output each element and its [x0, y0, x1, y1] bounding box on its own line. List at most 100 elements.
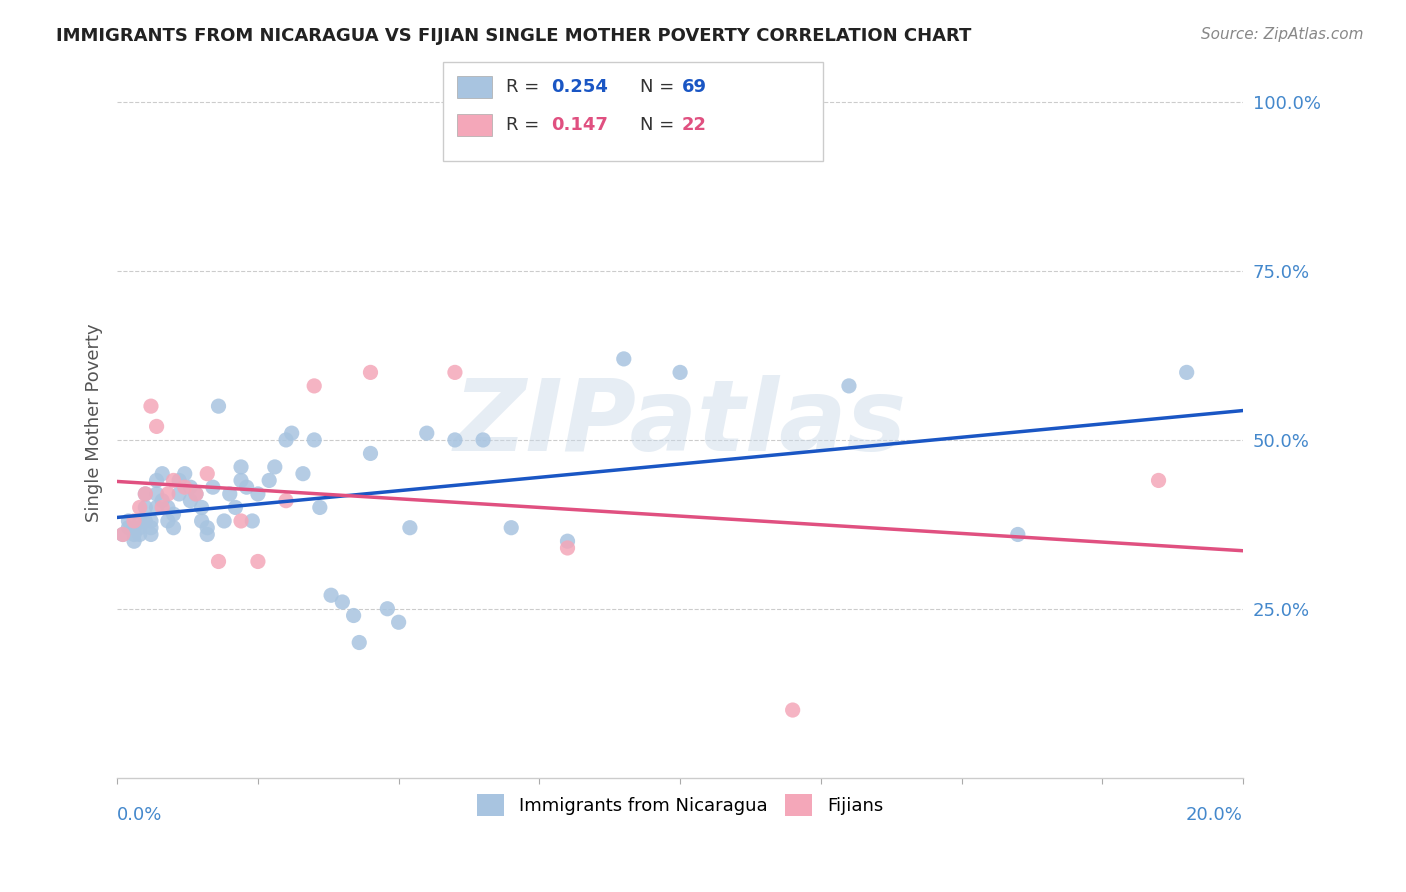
Immigrants from Nicaragua	[302, 433, 325, 447]
Immigrants from Nicaragua	[342, 608, 364, 623]
Immigrants from Nicaragua	[257, 474, 280, 488]
Immigrants from Nicaragua	[184, 487, 207, 501]
Text: IMMIGRANTS FROM NICARAGUA VS FIJIAN SINGLE MOTHER POVERTY CORRELATION CHART: IMMIGRANTS FROM NICARAGUA VS FIJIAN SING…	[56, 27, 972, 45]
Fijians	[207, 554, 229, 568]
Immigrants from Nicaragua	[291, 467, 314, 481]
Immigrants from Nicaragua	[444, 433, 467, 447]
Fijians	[302, 379, 325, 393]
Immigrants from Nicaragua	[150, 467, 173, 481]
Immigrants from Nicaragua	[263, 459, 285, 474]
Fijians	[150, 500, 173, 515]
Fijians	[1147, 474, 1170, 488]
Immigrants from Nicaragua	[399, 521, 422, 535]
Immigrants from Nicaragua	[501, 521, 523, 535]
Text: 0.254: 0.254	[551, 78, 607, 95]
Immigrants from Nicaragua	[173, 467, 195, 481]
Text: 69: 69	[682, 78, 707, 95]
Fijians	[162, 474, 184, 488]
Fijians	[444, 365, 467, 379]
Text: N =: N =	[640, 78, 679, 95]
Immigrants from Nicaragua	[377, 601, 399, 615]
Immigrants from Nicaragua	[229, 459, 252, 474]
Immigrants from Nicaragua	[195, 521, 218, 535]
Y-axis label: Single Mother Poverty: Single Mother Poverty	[86, 324, 103, 523]
Immigrants from Nicaragua	[246, 487, 269, 501]
Immigrants from Nicaragua	[122, 534, 145, 549]
Immigrants from Nicaragua	[156, 500, 179, 515]
Immigrants from Nicaragua	[134, 500, 156, 515]
Text: Source: ZipAtlas.com: Source: ZipAtlas.com	[1201, 27, 1364, 42]
Fijians	[139, 399, 162, 413]
Immigrants from Nicaragua	[240, 514, 263, 528]
Fijians	[195, 467, 218, 481]
Text: R =: R =	[506, 116, 546, 134]
Immigrants from Nicaragua	[179, 493, 201, 508]
Immigrants from Nicaragua	[117, 521, 139, 535]
Immigrants from Nicaragua	[167, 474, 190, 488]
Text: 20.0%: 20.0%	[1187, 806, 1243, 824]
Text: 22: 22	[682, 116, 707, 134]
Fijians	[274, 493, 297, 508]
Immigrants from Nicaragua	[145, 500, 167, 515]
Immigrants from Nicaragua	[195, 527, 218, 541]
Fijians	[557, 541, 579, 555]
Immigrants from Nicaragua	[274, 433, 297, 447]
Fijians	[145, 419, 167, 434]
Immigrants from Nicaragua	[838, 379, 860, 393]
Immigrants from Nicaragua	[111, 527, 134, 541]
Immigrants from Nicaragua	[134, 487, 156, 501]
Immigrants from Nicaragua	[150, 493, 173, 508]
Immigrants from Nicaragua	[128, 521, 150, 535]
Immigrants from Nicaragua	[201, 480, 224, 494]
Fijians	[229, 514, 252, 528]
Immigrants from Nicaragua	[1007, 527, 1029, 541]
Fijians	[134, 487, 156, 501]
Immigrants from Nicaragua	[167, 487, 190, 501]
Immigrants from Nicaragua	[117, 514, 139, 528]
Immigrants from Nicaragua	[557, 534, 579, 549]
Text: R =: R =	[506, 78, 546, 95]
Immigrants from Nicaragua	[308, 500, 330, 515]
Immigrants from Nicaragua	[416, 426, 439, 441]
Immigrants from Nicaragua	[669, 365, 692, 379]
Immigrants from Nicaragua	[330, 595, 353, 609]
Fijians	[128, 500, 150, 515]
Text: 0.0%: 0.0%	[117, 806, 163, 824]
Immigrants from Nicaragua	[162, 521, 184, 535]
Immigrants from Nicaragua	[613, 351, 636, 366]
Immigrants from Nicaragua	[224, 500, 246, 515]
Immigrants from Nicaragua	[360, 446, 382, 460]
Immigrants from Nicaragua	[145, 487, 167, 501]
Fijians	[122, 514, 145, 528]
Immigrants from Nicaragua	[472, 433, 495, 447]
Immigrants from Nicaragua	[190, 514, 212, 528]
Immigrants from Nicaragua	[139, 521, 162, 535]
Fijians	[156, 487, 179, 501]
Text: N =: N =	[640, 116, 679, 134]
Immigrants from Nicaragua	[349, 635, 371, 649]
Fijians	[173, 480, 195, 494]
Immigrants from Nicaragua	[156, 514, 179, 528]
Text: ZIPatlas: ZIPatlas	[454, 375, 907, 472]
Immigrants from Nicaragua	[162, 507, 184, 521]
Immigrants from Nicaragua	[207, 399, 229, 413]
Immigrants from Nicaragua	[229, 474, 252, 488]
Immigrants from Nicaragua	[145, 474, 167, 488]
Fijians	[782, 703, 804, 717]
Immigrants from Nicaragua	[134, 514, 156, 528]
Immigrants from Nicaragua	[128, 514, 150, 528]
Immigrants from Nicaragua	[280, 426, 302, 441]
Fijians	[111, 527, 134, 541]
Text: 0.147: 0.147	[551, 116, 607, 134]
Immigrants from Nicaragua	[388, 615, 411, 630]
Immigrants from Nicaragua	[212, 514, 235, 528]
Immigrants from Nicaragua	[319, 588, 342, 602]
Immigrants from Nicaragua	[128, 527, 150, 541]
Immigrants from Nicaragua	[218, 487, 240, 501]
Legend: Immigrants from Nicaragua, Fijians: Immigrants from Nicaragua, Fijians	[468, 785, 891, 825]
Immigrants from Nicaragua	[235, 480, 257, 494]
Immigrants from Nicaragua	[139, 527, 162, 541]
Immigrants from Nicaragua	[139, 514, 162, 528]
Immigrants from Nicaragua	[190, 500, 212, 515]
Immigrants from Nicaragua	[122, 521, 145, 535]
